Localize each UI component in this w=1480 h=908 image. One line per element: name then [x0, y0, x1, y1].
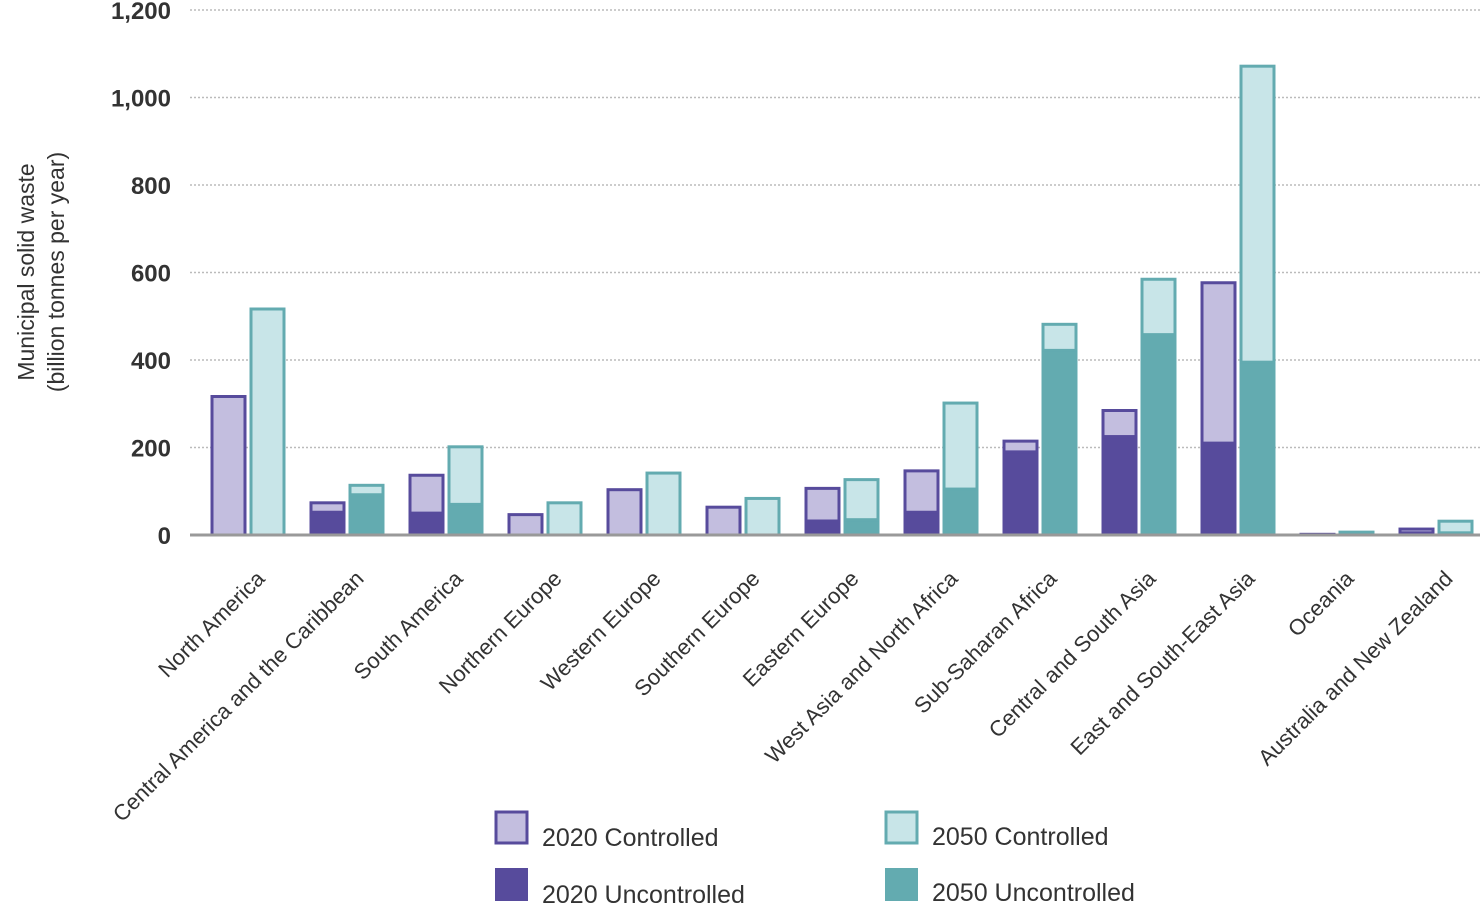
bar-2050-uncontrolled [447, 504, 484, 535]
y-tick-label: 400 [131, 348, 171, 375]
bar-2020-controlled [804, 486, 841, 523]
bar-2050-controlled [546, 501, 583, 537]
grid-lines [190, 9, 1480, 449]
bar-2050-controlled [1338, 530, 1375, 535]
bar-2050-controlled [1140, 277, 1177, 337]
bar-2020-controlled [606, 488, 643, 537]
x-category-label: Australia and New Zealand [1253, 566, 1457, 770]
bar-2020-uncontrolled [309, 512, 346, 535]
y-tick-label: 600 [131, 261, 171, 288]
legend-label-2050-controlled: 2050 Controlled [932, 823, 1109, 851]
legend-swatch-2050-controlled [884, 810, 919, 845]
y-tick-label: 1,200 [111, 0, 171, 25]
bar-2050-uncontrolled [843, 519, 880, 535]
bar-2020-uncontrolled [903, 512, 940, 535]
bar-2020-uncontrolled [1002, 451, 1039, 535]
x-category-label: Oceania [1283, 565, 1359, 641]
y-tick-label: 0 [158, 523, 171, 550]
bar-2050-controlled [744, 496, 781, 537]
x-category-label: East and South-East Asia [1065, 565, 1260, 760]
bar-2050-controlled [843, 478, 880, 522]
bar-2020-controlled [1200, 281, 1237, 445]
bar-2020-controlled [705, 505, 742, 537]
y-tick-label: 800 [131, 173, 171, 200]
bar-2020-uncontrolled [408, 513, 445, 535]
y-tick-label: 200 [131, 436, 171, 463]
bar-2050-uncontrolled [1239, 362, 1276, 535]
bar-2020-controlled [1101, 409, 1138, 439]
legend: 2020 Controlled 2020 Uncontrolled 2050 C… [494, 810, 1135, 908]
bar-2050-controlled [1041, 322, 1078, 352]
bar-2050-controlled [249, 307, 286, 537]
legend-label-2020-controlled: 2020 Controlled [542, 824, 719, 852]
bar-2020-controlled [1002, 439, 1039, 454]
bar-2050-controlled [1239, 64, 1276, 364]
x-category-label: Central and South Asia [984, 565, 1161, 742]
bars [210, 64, 1474, 537]
y-axis-title: Municipal solid waste [13, 163, 39, 380]
bar-2050-uncontrolled [1140, 334, 1177, 535]
legend-swatch-2020-controlled [494, 810, 529, 845]
bar-2050-uncontrolled [1041, 350, 1078, 535]
bar-2020-uncontrolled [1200, 443, 1237, 535]
bar-2020-controlled [903, 469, 940, 514]
bar-2020-controlled [507, 513, 544, 537]
bar-2020-controlled [408, 473, 445, 515]
bar-2020-uncontrolled [804, 521, 841, 535]
bar-2020-controlled [1398, 527, 1435, 535]
bar-2050-controlled [447, 445, 484, 506]
bar-2050-controlled [645, 471, 682, 537]
bar-2020-uncontrolled [1101, 436, 1138, 535]
bar-2020-controlled [309, 501, 346, 514]
legend-label-2050-uncontrolled: 2050 Uncontrolled [932, 879, 1135, 907]
legend-swatch-2020-uncontrolled [495, 868, 528, 901]
x-category-label: West Asia and North Africa [760, 565, 963, 768]
bar-2050-controlled [348, 483, 385, 497]
bar-2050-controlled [1437, 519, 1474, 535]
y-tick-label: 1,000 [111, 86, 171, 113]
bar-2050-controlled [942, 401, 979, 491]
legend-label-2020-uncontrolled: 2020 Uncontrolled [542, 881, 745, 908]
bar-2050-uncontrolled [348, 494, 385, 535]
legend-swatch-2050-uncontrolled [885, 868, 918, 901]
y-axis-ticks: 0 200 400 600 800 1,000 1,200 [111, 0, 171, 550]
y-axis-title-units: (billion tonnes per year) [43, 152, 69, 392]
bar-2020-controlled [210, 395, 247, 537]
bar-2050-uncontrolled [942, 489, 979, 535]
